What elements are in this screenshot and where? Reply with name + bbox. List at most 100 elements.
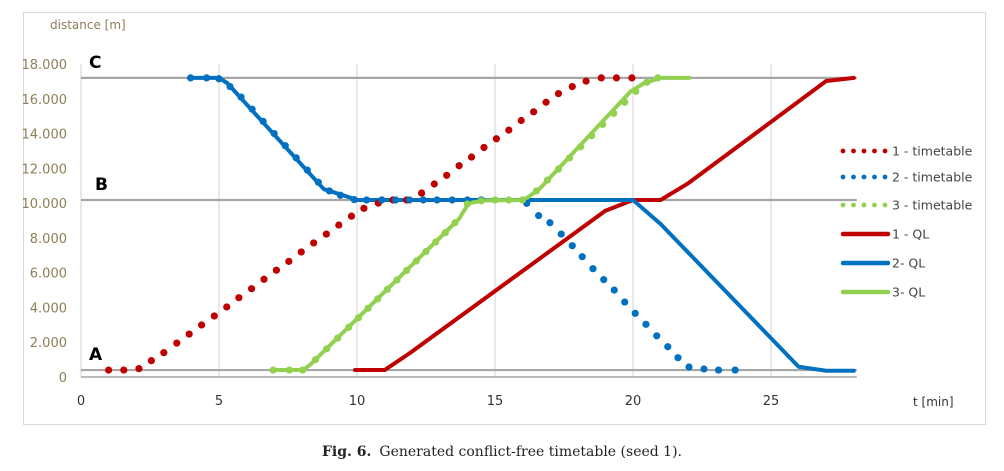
data-point — [664, 343, 672, 351]
data-point — [492, 135, 500, 143]
reference-label-B: B — [95, 175, 108, 195]
y-tick-label: 2.000 — [30, 336, 67, 351]
data-point — [653, 332, 661, 340]
data-point — [237, 93, 245, 101]
legend-label: 1 - timetable — [892, 144, 973, 159]
y-tick-label: 16.000 — [22, 93, 68, 108]
data-point — [223, 303, 231, 311]
data-point — [532, 187, 541, 195]
legend-item: 3- QL — [840, 285, 925, 300]
data-point — [714, 366, 723, 374]
data-point — [392, 196, 400, 204]
data-point — [412, 257, 420, 265]
legend-swatch-dot — [851, 174, 856, 180]
data-point — [360, 204, 368, 212]
data-point — [303, 166, 311, 174]
grid-layer — [80, 64, 772, 377]
data-point — [448, 196, 456, 204]
data-point — [441, 229, 449, 237]
data-point — [350, 196, 358, 204]
data-point — [451, 219, 459, 227]
data-point — [120, 366, 128, 374]
data-point — [260, 275, 268, 283]
y-tick-label: 18.000 — [22, 58, 68, 73]
data-point — [565, 154, 574, 162]
legend-swatch-dot — [872, 148, 877, 154]
reference-lines: A B C — [81, 53, 857, 378]
data-point — [247, 285, 256, 293]
data-point — [610, 109, 618, 117]
data-point — [578, 253, 586, 261]
y-tick-label: 12.000 — [22, 162, 68, 177]
caption-text: Generated conflict-free timetable (seed … — [379, 444, 682, 460]
data-point — [557, 230, 565, 238]
data-point — [588, 132, 596, 140]
data-point — [530, 108, 538, 116]
data-point — [383, 285, 391, 293]
series-1-timetable — [105, 74, 636, 374]
data-point — [654, 74, 662, 82]
data-point — [198, 321, 206, 329]
x-tick-label: 15 — [487, 394, 504, 409]
data-point — [685, 363, 693, 371]
data-point — [281, 142, 289, 150]
data-point — [467, 153, 476, 161]
data-point — [419, 196, 427, 204]
data-point — [463, 200, 471, 208]
reference-label-A: A — [89, 345, 103, 365]
data-point — [215, 75, 223, 83]
x-tick-label: 0 — [77, 394, 85, 409]
data-point — [322, 230, 330, 238]
figure-frame — [23, 12, 986, 425]
legend-item: 1 - timetable — [840, 144, 973, 159]
data-point — [430, 180, 438, 188]
data-point — [568, 83, 576, 91]
data-point — [610, 286, 618, 294]
data-point — [519, 196, 527, 204]
data-point — [568, 242, 576, 250]
data-point — [135, 365, 143, 373]
data-point — [226, 83, 234, 91]
legend-swatch-dot — [872, 174, 877, 180]
data-point — [285, 366, 293, 374]
legend-label: 2 - timetable — [892, 170, 973, 185]
data-point — [628, 74, 636, 82]
legend-swatch-dot — [882, 174, 888, 180]
data-point — [345, 323, 353, 331]
data-point — [310, 239, 318, 247]
data-point — [621, 298, 629, 306]
data-point — [292, 154, 300, 162]
data-point — [374, 295, 382, 303]
data-point — [354, 314, 362, 322]
data-point — [210, 312, 218, 320]
legend-swatch-dot — [851, 148, 856, 154]
legend-swatch-dot — [882, 202, 888, 208]
legend-label: 3- QL — [892, 285, 925, 300]
legend-swatch-dot — [840, 174, 846, 180]
legend-label: 1 - QL — [892, 227, 929, 242]
figure-caption: Fig. 6. Generated conflict-free timetable… — [0, 444, 1004, 460]
data-point — [621, 98, 629, 106]
series-3-timetable — [269, 74, 662, 374]
legend-label: 3 - timetable — [892, 198, 973, 213]
tick-labels: 0 5 10 15 20 25 0 2.000 4.000 6.000 8.000 10.000 12.… — [22, 58, 780, 409]
data-point — [393, 276, 401, 284]
legend-swatch-dot — [861, 148, 867, 154]
data-point — [631, 309, 639, 317]
data-point — [599, 120, 607, 129]
y-tick-label: 0 — [59, 371, 67, 386]
data-point — [202, 74, 211, 82]
data-point — [323, 345, 331, 353]
x-tick-label: 25 — [763, 394, 780, 409]
data-point — [554, 89, 563, 98]
data-point — [700, 365, 708, 373]
reference-label-C: C — [89, 53, 101, 73]
data-point — [259, 117, 267, 125]
data-point — [405, 196, 414, 204]
data-point — [517, 116, 525, 125]
data-point — [477, 197, 485, 205]
data-point — [363, 196, 371, 204]
data-point — [417, 189, 426, 197]
x-tick-label: 10 — [349, 394, 366, 409]
data-point — [505, 126, 513, 134]
